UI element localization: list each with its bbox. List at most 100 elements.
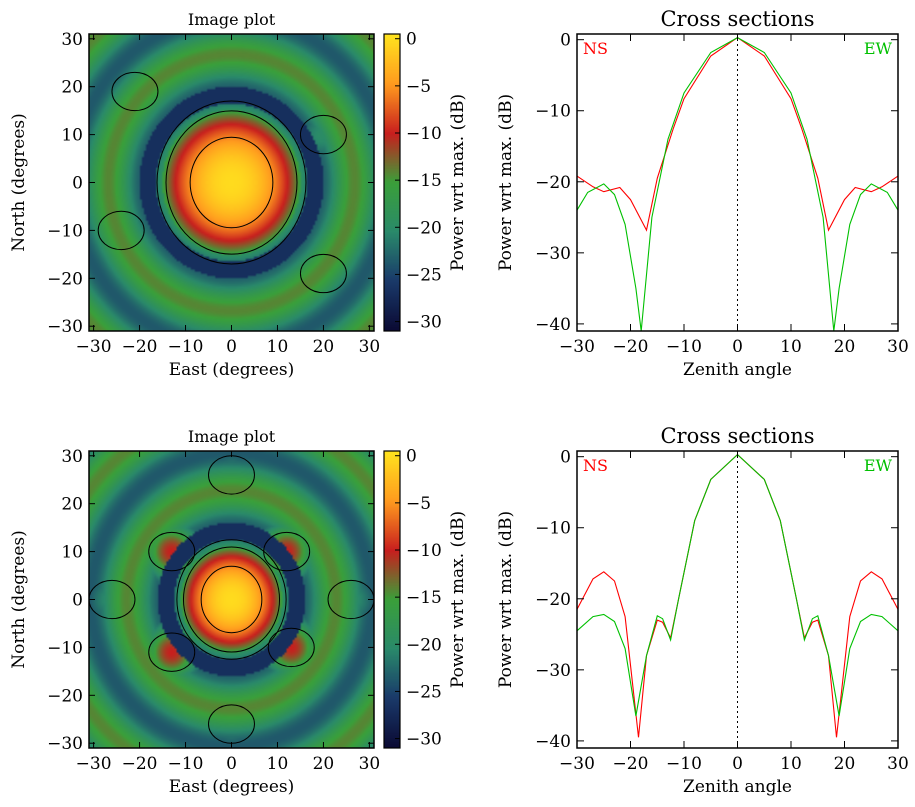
image-plot-panel-1: Image plot−30−30−20−20−10−10001010202030… (9, 10, 468, 380)
contour-ring-3 (156, 100, 307, 265)
y-tick-label: −30 (47, 734, 83, 754)
x-tick-label: 10 (267, 337, 289, 357)
contour-ring-2 (182, 546, 281, 653)
colorbar-tick-label: −25 (406, 682, 442, 702)
colorbar-tick-label: −20 (406, 635, 442, 655)
x-tick-label: −30 (76, 337, 112, 357)
colorbar-tick-label: −15 (406, 588, 442, 608)
x-tick-label: 0 (732, 754, 743, 774)
y-tick-label: −30 (535, 661, 571, 681)
x-tick-label: −20 (613, 337, 649, 357)
x-tick-label: −30 (76, 754, 112, 774)
y-tick-label: −40 (535, 732, 571, 752)
y-tick-label: −20 (47, 269, 83, 289)
y-tick-label: −30 (535, 244, 571, 264)
sidelobe-contour-3 (299, 253, 347, 294)
colorbar (384, 451, 400, 748)
sidelobe-contour-1 (111, 71, 159, 112)
x-tick-label: −20 (122, 754, 158, 774)
y-tick-label: 0 (560, 31, 571, 51)
contour-ring-3 (176, 539, 287, 660)
sidelobe-contour-2 (97, 210, 145, 251)
y-tick-label: −30 (47, 317, 83, 337)
sidelobe-contour-2 (263, 531, 311, 572)
plot-frame (576, 450, 899, 749)
sidelobe-contour-1 (148, 531, 196, 572)
cross-sections-panel-4: Cross sections NS EW −30 −20 −10 0 10 20 30 0 −10 −2… (496, 424, 909, 797)
y-tick-label: −20 (535, 590, 571, 610)
sidelobe-contour-4 (299, 114, 347, 155)
x-tick-label: −10 (168, 337, 204, 357)
x-tick-label: −10 (168, 754, 204, 774)
colorbar-tick-label: −10 (406, 124, 442, 144)
y-tick-label: 0 (72, 591, 83, 611)
x-tick-label: 10 (780, 754, 802, 774)
series-line-ns (576, 36, 899, 232)
colorbar-tick-label: −25 (406, 265, 442, 285)
x-tick-label: −10 (666, 337, 702, 357)
y-tick-label: −10 (535, 102, 571, 122)
x-tick-label: 30 (359, 754, 381, 774)
colorbar-tick-label: 0 (406, 447, 417, 467)
y-tick-label: −40 (535, 315, 571, 335)
cross-sections-panel-2: Cross sections NS EW −30 −20 −10 0 10 20 30 0 −10 −2… (496, 7, 909, 380)
x-tick-label: 10 (780, 337, 802, 357)
x-tick-label: 30 (887, 337, 909, 357)
x-tick-label: −20 (613, 754, 649, 774)
legend-ew: EW (864, 39, 893, 58)
image-plot-panel-3: Image plot−30−30−20−20−10−10001010202030… (9, 427, 468, 797)
y-tick-label: 10 (61, 543, 83, 563)
colorbar-tick-label: −30 (406, 313, 442, 333)
y-tick-label: −10 (47, 221, 83, 241)
y-tick-label: −10 (47, 638, 83, 658)
colorbar-tick-label: −5 (406, 494, 431, 514)
contour-ring-1 (200, 565, 263, 634)
x-tick-label: 30 (887, 754, 909, 774)
x-axis-label: Zenith angle (683, 360, 792, 380)
heatmap-image (89, 451, 374, 748)
y-tick-label: 10 (61, 126, 83, 146)
x-tick-label: 20 (313, 754, 335, 774)
y-tick-label: 20 (61, 495, 83, 515)
colorbar-tick-label: −20 (406, 218, 442, 238)
x-tick-label: −20 (122, 337, 158, 357)
plot-title: Image plot (188, 427, 276, 446)
colorbar-frame (383, 450, 401, 749)
x-tick-label: 0 (226, 337, 237, 357)
plot-frame (576, 33, 899, 332)
contour-ring-1 (189, 136, 274, 229)
colorbar-tick-label: 0 (406, 30, 417, 50)
sidelobe-contour-3 (148, 632, 196, 672)
y-axis-label: Power wrt max. (dB) (496, 511, 516, 688)
x-axis-label: East (degrees) (169, 777, 295, 797)
y-tick-label: −20 (535, 173, 571, 193)
x-tick-label: 20 (313, 337, 335, 357)
legend-ns: NS (583, 456, 608, 475)
colorbar-label: Power wrt max. (dB) (448, 511, 468, 688)
y-tick-label: −20 (47, 686, 83, 706)
x-tick-label: 30 (359, 337, 381, 357)
sidelobe-contour-4 (267, 627, 315, 668)
x-tick-label: 20 (834, 754, 856, 774)
colorbar-tick-label: −15 (406, 171, 442, 191)
legend-ns: NS (583, 39, 608, 58)
heatmap-image (89, 34, 374, 331)
colorbar-tick-label: −10 (406, 541, 442, 561)
y-tick-label: 30 (61, 447, 83, 467)
x-axis-label: Zenith angle (683, 777, 792, 797)
x-axis-label: East (degrees) (169, 360, 295, 380)
y-axis-label: North (degrees) (9, 530, 29, 668)
x-tick-label: −10 (666, 754, 702, 774)
x-tick-label: 10 (267, 754, 289, 774)
x-tick-label: 0 (732, 337, 743, 357)
y-axis-label: North (degrees) (9, 113, 29, 251)
colorbar-frame (383, 33, 401, 332)
colorbar-tick-label: −30 (406, 730, 442, 750)
colorbar-tick-label: −5 (406, 77, 431, 97)
x-tick-label: 20 (834, 337, 856, 357)
y-tick-label: 30 (61, 30, 83, 50)
plot-title: Cross sections (660, 424, 814, 448)
y-tick-label: 20 (61, 78, 83, 98)
plot-title: Image plot (188, 10, 276, 29)
plot-title: Cross sections (660, 7, 814, 31)
